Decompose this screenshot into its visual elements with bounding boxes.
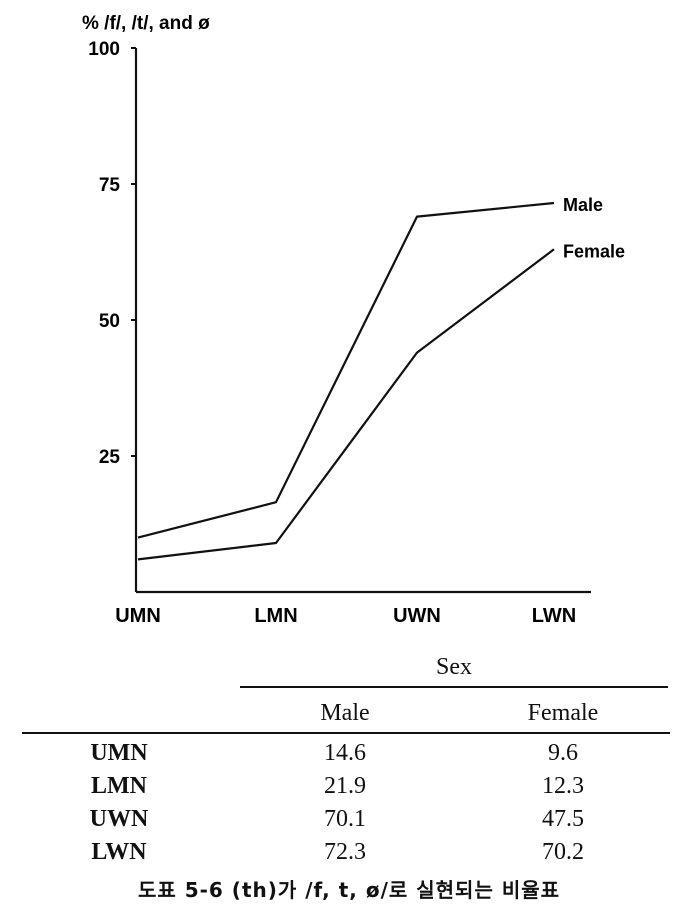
column-header-male: Male: [320, 700, 370, 726]
data-table: Sex Male Female UMN 14.6 9.6 LMN 21.9 12…: [0, 640, 698, 918]
series-line-female: [137, 248, 555, 561]
y-tick-label: 75: [99, 175, 121, 196]
y-axis-title: % /f/, /t/, and ø: [82, 13, 210, 34]
cell-female: 70.2: [542, 839, 584, 865]
cell-male: 21.9: [324, 773, 366, 799]
table-row: UWN 70.1 47.5: [0, 806, 698, 838]
cell-female: 12.3: [542, 773, 584, 799]
line-chart: % /f/, /t/, and ø 100 75 50 25 UMN LMN UWN LWN…: [82, 13, 625, 627]
series-line-male: [137, 201, 555, 539]
row-label: LWN: [91, 839, 147, 865]
series-label-male: Male: [563, 195, 603, 215]
cell-male: 70.1: [324, 806, 366, 832]
x-tick-label: LWN: [532, 605, 576, 627]
y-tick-label: 100: [88, 39, 120, 60]
cell-female: 9.6: [548, 740, 578, 766]
row-label: UWN: [89, 806, 149, 832]
x-tick-label: LMN: [254, 605, 297, 627]
table-rule-mid: [22, 732, 670, 734]
cell-male: 72.3: [324, 839, 366, 865]
table-group-header: Sex: [436, 654, 472, 680]
table-row: LMN 21.9 12.3: [0, 773, 698, 805]
row-label: UMN: [90, 740, 148, 766]
series-label-female: Female: [563, 241, 625, 261]
figure-caption: 도표 5-6 (th)가 /f, t, ø/로 실현되는 비율표: [137, 878, 561, 902]
cell-male: 14.6: [324, 740, 366, 766]
table-rule-top: [240, 686, 668, 688]
x-tick-label: UWN: [393, 605, 441, 627]
row-label: LMN: [91, 773, 147, 799]
table-row: LWN 72.3 70.2: [0, 839, 698, 871]
y-tick-label: 25: [99, 447, 121, 468]
cell-female: 47.5: [542, 806, 584, 832]
table-row: UMN 14.6 9.6: [0, 740, 698, 772]
column-header-female: Female: [527, 700, 599, 726]
y-tick-label: 50: [99, 311, 120, 332]
x-tick-label: UMN: [115, 605, 161, 627]
